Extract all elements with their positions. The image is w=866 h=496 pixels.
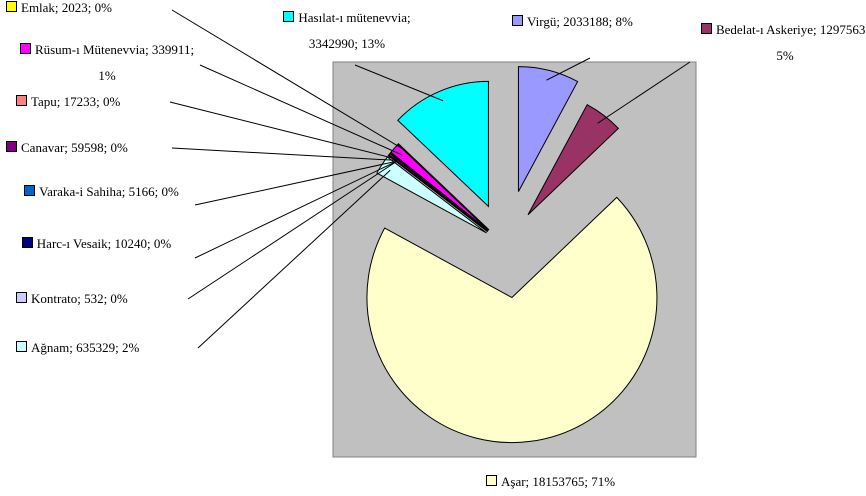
label-text: Hasılat-ı mütenevvia; 3342990; 13%: [298, 10, 411, 51]
data-label: Virgü; 2033188; 8%: [512, 9, 692, 35]
legend-swatch: [6, 1, 17, 12]
label-text: Emlak; 2023; 0%: [21, 0, 112, 15]
label-text: Virgü; 2033188; 8%: [527, 14, 633, 29]
pie-slice: [517, 66, 579, 192]
data-label: Emlak; 2023; 0%: [6, 0, 196, 21]
data-label: Varaka-i Sahiha; 5166; 0%: [4, 179, 199, 205]
label-text: Kontrato; 532; 0%: [31, 291, 128, 306]
legend-swatch: [16, 341, 27, 352]
pie-slice: [390, 143, 489, 231]
label-text: Ağnam; 635329; 2%: [31, 340, 140, 355]
label-text: Canavar; 59598; 0%: [21, 140, 128, 155]
data-label: Ağnam; 635329; 2%: [16, 335, 206, 361]
data-label: Harc-ı Vesaik; 10240; 0%: [4, 231, 189, 257]
pie-slice: [366, 196, 658, 444]
pie-slice: [527, 103, 620, 216]
leader-line: [187, 161, 397, 300]
data-label: Bedelat-ı Askeriye; 1297563; 5%: [700, 17, 866, 69]
data-label: Kontrato; 532; 0%: [16, 286, 206, 312]
legend-swatch: [700, 23, 712, 34]
pie-slice: [397, 80, 489, 208]
leader-line: [171, 9, 406, 152]
leader-line: [197, 169, 391, 349]
legend-swatch: [16, 292, 27, 303]
legend-swatch: [512, 15, 523, 26]
legend-swatch: [21, 237, 33, 248]
label-text: Aşar; 18153765; 71%: [501, 474, 616, 489]
data-label: Rüsum-ı Mütenevvia; 339911; 1%: [12, 37, 202, 89]
data-label: Tapu; 17233; 0%: [16, 89, 206, 115]
label-text: Harc-ı Vesaik; 10240; 0%: [36, 236, 172, 251]
label-text: Varaka-i Sahiha; 5166; 0%: [39, 184, 179, 199]
label-text: Rüsum-ı Mütenevvia; 339911; 1%: [34, 42, 195, 83]
pie-slice: [389, 152, 489, 232]
leader-line: [597, 61, 691, 124]
leader-line: [169, 101, 399, 160]
label-text: Tapu; 17233; 0%: [31, 94, 121, 109]
leader-line: [171, 147, 398, 161]
leader-line: [194, 160, 397, 206]
pie-slice: [397, 143, 490, 231]
leader-line: [199, 64, 403, 156]
legend-swatch: [19, 43, 31, 54]
data-label: Aşar; 18153765; 71%: [486, 469, 686, 495]
label-text: Bedelat-ı Askeriye; 1297563; 5%: [715, 22, 866, 63]
leader-line: [194, 161, 397, 259]
legend-swatch: [486, 475, 497, 486]
leader-line: [354, 64, 444, 102]
data-label: Canavar; 59598; 0%: [6, 135, 196, 161]
legend-swatch: [6, 141, 17, 152]
leader-line: [546, 57, 591, 81]
legend-swatch: [283, 11, 295, 22]
data-label: Hasılat-ı mütenevvia; 3342990; 13%: [262, 5, 432, 57]
legend-swatch: [16, 95, 27, 106]
legend-swatch: [24, 185, 36, 196]
